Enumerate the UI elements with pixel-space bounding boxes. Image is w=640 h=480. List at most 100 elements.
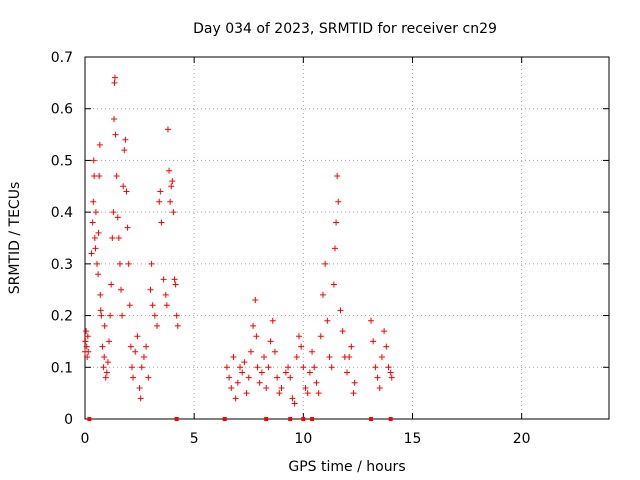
data-point-marker	[162, 291, 169, 298]
data-point-marker	[94, 260, 101, 267]
data-point-marker	[149, 302, 156, 309]
x-axis-label: GPS time / hours	[288, 459, 405, 475]
zero-marker	[87, 417, 92, 421]
x-tick-label: 20	[513, 431, 531, 447]
data-point-marker	[331, 245, 338, 252]
data-point-marker	[306, 369, 313, 376]
data-point-marker	[174, 322, 181, 329]
data-point-marker	[168, 183, 175, 190]
data-point-marker	[247, 348, 254, 355]
data-point-marker	[317, 333, 324, 340]
data-point-marker	[137, 395, 144, 402]
data-point-marker	[126, 302, 133, 309]
data-point-marker	[83, 328, 90, 335]
data-point-marker	[104, 359, 111, 366]
data-point-marker	[170, 209, 177, 216]
data-point-marker	[300, 364, 307, 371]
data-point-marker	[147, 286, 154, 293]
data-point-marker	[111, 79, 118, 86]
data-point-marker	[291, 400, 298, 407]
zero-marker	[301, 417, 306, 421]
data-point-marker	[223, 364, 230, 371]
data-point-marker	[254, 364, 261, 371]
data-point-marker	[383, 343, 390, 350]
data-point-marker	[82, 338, 89, 345]
data-point-marker	[256, 379, 263, 386]
data-point-marker	[282, 369, 289, 376]
data-point-marker	[102, 374, 109, 381]
zero-marker	[310, 417, 315, 421]
data-point-marker	[237, 364, 244, 371]
data-point-marker	[289, 395, 296, 402]
data-point-marker	[261, 353, 268, 360]
x-tick-label: 10	[294, 431, 312, 447]
data-point-marker	[226, 374, 233, 381]
data-point-marker	[278, 384, 285, 391]
data-point-marker	[113, 172, 120, 179]
data-point-marker	[151, 312, 158, 319]
data-point-marker	[163, 302, 170, 309]
data-point-marker	[258, 369, 265, 376]
data-point-marker	[376, 384, 383, 391]
data-point-marker	[370, 338, 377, 345]
data-point-marker	[120, 183, 127, 190]
data-point-marker	[83, 343, 90, 350]
data-point-marker	[122, 136, 129, 143]
zero-marker	[174, 417, 179, 421]
zero-markers	[87, 417, 393, 421]
data-point-marker	[111, 116, 118, 123]
data-point-marker	[97, 291, 104, 298]
data-point-marker	[309, 348, 316, 355]
axis-ticks	[84, 56, 609, 420]
data-point-marker	[130, 374, 137, 381]
data-point-marker	[160, 276, 167, 283]
data-point-marker	[269, 317, 276, 324]
y-tick-label: 0.6	[51, 102, 73, 118]
data-point-marker	[115, 235, 122, 241]
data-point-marker	[271, 348, 278, 355]
data-point-marker	[228, 384, 235, 391]
data-point-marker	[116, 260, 123, 267]
data-point-marker	[84, 333, 91, 340]
chart-title: Day 034 of 2023, SRMTID for receiver cn2…	[193, 21, 497, 37]
data-point-marker	[333, 219, 340, 226]
data-point-marker	[171, 276, 178, 283]
data-point-marker	[350, 390, 357, 397]
data-point-marker	[92, 245, 99, 252]
data-point-marker	[334, 172, 341, 179]
data-point-marker	[351, 379, 358, 386]
data-point-marker	[304, 390, 311, 397]
data-point-marker	[348, 343, 355, 350]
data-point-marker	[101, 353, 108, 360]
data-point-marker	[106, 338, 113, 345]
data-point-marker	[95, 271, 102, 278]
data-point-marker	[239, 369, 246, 376]
data-point-marker	[91, 172, 98, 179]
data-point-marker	[128, 364, 135, 371]
data-point-marker	[267, 338, 274, 345]
data-point-marker	[388, 374, 395, 381]
data-point-marker	[121, 147, 128, 154]
data-point-marker	[339, 328, 346, 335]
data-point-marker	[374, 374, 381, 381]
data-point-marker	[103, 369, 110, 376]
zero-marker	[288, 417, 293, 421]
data-point-marker	[157, 188, 164, 195]
data-point-marker	[108, 281, 115, 288]
data-point-marker	[346, 353, 353, 360]
data-point-marker	[372, 364, 379, 371]
y-tick-label: 0	[64, 412, 73, 428]
data-point-marker	[91, 235, 98, 241]
data-point-marker	[313, 379, 320, 386]
data-point-marker	[166, 167, 173, 174]
data-point-marker	[322, 260, 329, 267]
x-tick-label: 0	[81, 431, 90, 447]
data-point-marker	[85, 348, 92, 355]
data-point-marker	[96, 141, 103, 148]
data-point-marker	[326, 353, 333, 360]
data-point-marker	[145, 374, 152, 381]
data-point-marker	[293, 353, 300, 360]
y-tick-label: 0.1	[51, 360, 73, 376]
